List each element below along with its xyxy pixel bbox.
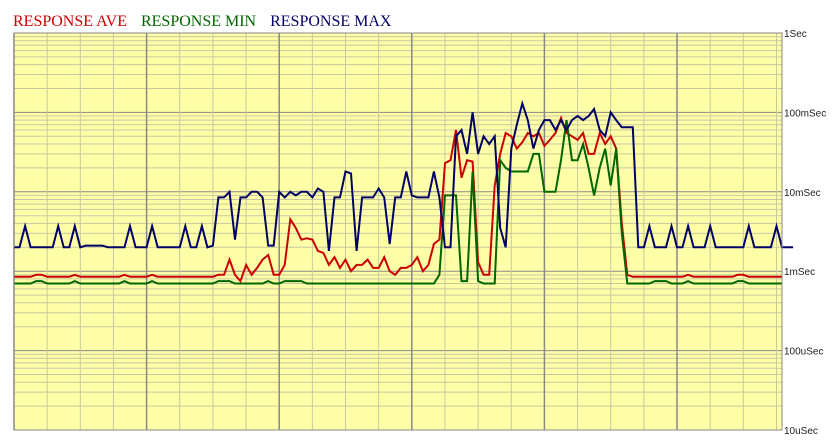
- series-line-response-min: [14, 119, 782, 285]
- grid-lines: [13, 32, 782, 431]
- series-line-response-ave: [14, 115, 782, 284]
- y-axis-ticks: 1Sec 100mSec 10mSec 1mSec 100uSec 10uSec: [784, 29, 826, 437]
- y-tick-label: 100mSec: [784, 108, 826, 119]
- plot-border: [13, 32, 783, 431]
- plot-area: [14, 33, 782, 430]
- y-tick-label: 100uSec: [784, 347, 823, 358]
- legend-item-max: RESPONSE MAX: [270, 13, 392, 30]
- legend: RESPONSE AVE RESPONSE MIN RESPONSE MAX: [13, 11, 401, 33]
- y-tick-label: 10uSec: [784, 426, 818, 437]
- series-lines: [14, 99, 794, 285]
- y-tick-label: 1Sec: [784, 29, 807, 40]
- y-tick-label: 1mSec: [784, 267, 815, 278]
- series-line-response-max: [14, 99, 794, 252]
- legend-item-min: RESPONSE MIN: [140, 13, 257, 30]
- legend-item-ave: RESPONSE AVE: [13, 13, 127, 30]
- y-tick-label: 10mSec: [784, 188, 821, 199]
